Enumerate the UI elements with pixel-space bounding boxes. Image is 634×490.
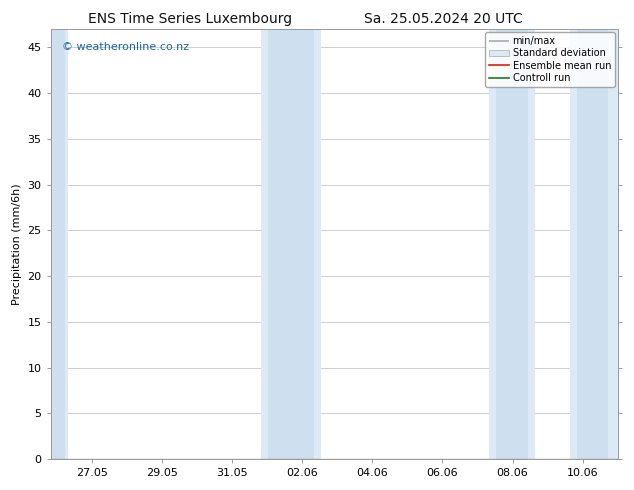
Y-axis label: Precipitation (mm/6h): Precipitation (mm/6h)	[12, 183, 22, 305]
Bar	[577, 29, 609, 459]
Bar	[570, 29, 618, 459]
Bar	[496, 29, 527, 459]
Bar	[489, 29, 535, 459]
Text: ENS Time Series Luxembourg: ENS Time Series Luxembourg	[88, 12, 292, 26]
Legend: min/max, Standard deviation, Ensemble mean run, Controll run: min/max, Standard deviation, Ensemble me…	[485, 32, 615, 87]
Bar	[261, 29, 321, 459]
Text: Sa. 25.05.2024 20 UTC: Sa. 25.05.2024 20 UTC	[365, 12, 523, 26]
Bar	[268, 29, 314, 459]
Text: © weatheronline.co.nz: © weatheronline.co.nz	[62, 42, 189, 52]
Bar	[51, 29, 68, 459]
Bar	[51, 29, 65, 459]
